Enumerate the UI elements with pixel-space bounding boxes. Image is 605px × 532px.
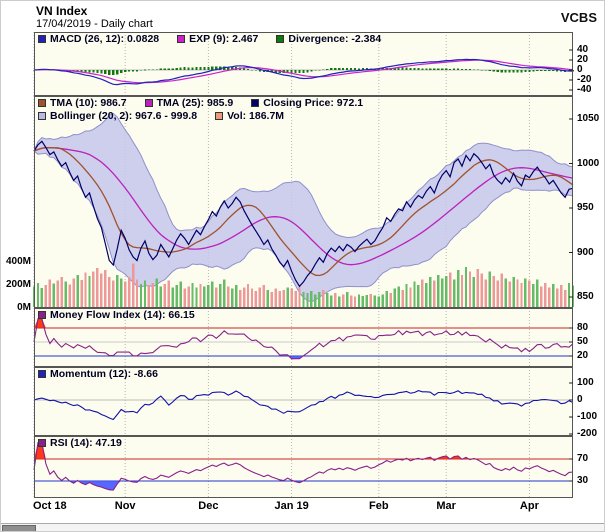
y-axis-label: 100 [577, 377, 594, 388]
mfi-legend-item: Money Flow Index (14): 66.15 [38, 309, 195, 321]
volume-swatch-icon [215, 112, 224, 120]
momentum-plot[interactable] [1, 367, 605, 436]
rsi-legend: RSI (14): 47.19 [38, 437, 122, 449]
price-legend-row2: Bollinger (20, 2): 967.6 - 999.8 Vol: 18… [38, 110, 284, 122]
x-axis-label: Feb [369, 500, 389, 512]
bollinger-label: Bollinger (20, 2): 967.6 - 999.8 [50, 110, 198, 122]
brand-logo: VCBS [560, 10, 597, 25]
y-axis-label: 40 [577, 44, 589, 55]
x-axis-label: Jan 19 [274, 500, 309, 512]
x-axis-label: Apr [519, 500, 539, 512]
exp-swatch-icon [177, 35, 186, 43]
closing-price-swatch-icon [251, 99, 260, 107]
y-axis-label: 0 [577, 394, 583, 405]
y-axis-label: 900 [577, 246, 594, 258]
macd-panel: MACD (26, 12): 0.0828 EXP (9): 2.467 Div… [1, 32, 605, 96]
h-scrollbar[interactable] [1, 523, 604, 531]
scrollbar-thumb[interactable] [2, 525, 36, 531]
closing-price-label: Closing Price: 972.1 [263, 97, 364, 109]
price-plot[interactable] [1, 96, 605, 308]
exp-label: EXP (9): 2.467 [189, 33, 259, 45]
rsi-panel: RSI (14): 47.19 [1, 436, 605, 498]
tma10-legend-item: TMA (10): 986.7 [38, 97, 127, 109]
y-axis-label: 50 [577, 336, 589, 347]
mfi-legend: Money Flow Index (14): 66.15 [38, 309, 195, 321]
momentum-legend-item: Momentum (12): -8.66 [38, 368, 158, 380]
chart-subtitle: 17/04/2019 - Daily chart [36, 18, 153, 30]
volume-axis-label: 200M [5, 279, 31, 290]
momentum-label: Momentum (12): -8.66 [50, 368, 158, 380]
y-axis-label: 1000 [577, 157, 600, 169]
momentum-swatch-icon [38, 370, 46, 378]
rsi-label: RSI (14): 47.19 [50, 437, 122, 449]
volume-label: Vol: 186.7M [227, 110, 285, 122]
y-axis-label: 850 [577, 291, 594, 302]
y-axis-label: 80 [577, 322, 589, 333]
y-axis-label: -40 [577, 84, 592, 95]
mfi-label: Money Flow Index (14): 66.15 [50, 309, 195, 321]
y-axis-label: 30 [577, 475, 589, 486]
x-axis-label: Mar [436, 500, 456, 512]
y-axis-label: 70 [577, 453, 589, 464]
volume-axis-label: 400M [5, 256, 31, 267]
volume-legend-item: Vol: 186.7M [215, 110, 284, 122]
rsi-legend-item: RSI (14): 47.19 [38, 437, 122, 449]
momentum-legend: Momentum (12): -8.66 [38, 368, 158, 380]
volume-axis-label: 0M [17, 302, 31, 313]
tma25-legend-item: TMA (25): 985.9 [144, 97, 234, 109]
x-axis-label: Nov [114, 500, 136, 512]
mfi-plot[interactable] [1, 308, 605, 367]
page-title: VN Index [36, 4, 88, 18]
y-axis-label: -100 [577, 411, 598, 422]
x-axis-label: Oct 18 [33, 500, 67, 512]
x-axis: Oct 18 Nov Dec Jan 19 Feb Mar Apr [1, 500, 604, 516]
y-axis-label: -200 [577, 428, 598, 439]
divergence-legend-item: Divergence: -2.384 [276, 33, 381, 45]
macd-legend-item: MACD (26, 12): 0.0828 [38, 33, 159, 45]
x-axis-label: Dec [198, 500, 219, 512]
tma10-label: TMA (10): 986.7 [50, 97, 127, 109]
divergence-swatch-icon [276, 35, 285, 43]
mfi-panel: Money Flow Index (14): 66.15 [1, 308, 605, 367]
bollinger-legend-item: Bollinger (20, 2): 967.6 - 999.8 [38, 110, 197, 122]
y-axis-label: 0 [577, 64, 583, 75]
macd-label: MACD (26, 12): 0.0828 [50, 33, 160, 45]
tma25-label: TMA (25): 985.9 [156, 97, 234, 109]
momentum-panel: Momentum (12): -8.66 [1, 367, 605, 436]
rsi-plot[interactable] [1, 436, 605, 498]
price-legend-row1: TMA (10): 986.7 TMA (25): 985.9 Closing … [38, 97, 363, 109]
y-axis-label: 1050 [577, 113, 600, 124]
bollinger-swatch-icon [38, 112, 46, 120]
y-axis-label: 20 [577, 350, 589, 361]
rsi-swatch-icon [38, 439, 46, 447]
macd-swatch-icon [38, 35, 46, 43]
macd-legend: MACD (26, 12): 0.0828 EXP (9): 2.467 Div… [38, 33, 381, 45]
mfi-swatch-icon [38, 311, 46, 319]
tma25-swatch-icon [144, 99, 153, 107]
divergence-label: Divergence: -2.384 [288, 33, 382, 45]
macd-plot[interactable] [1, 32, 605, 96]
y-axis-label: -20 [577, 74, 592, 85]
exp-legend-item: EXP (9): 2.467 [177, 33, 258, 45]
y-axis-label: 950 [577, 202, 594, 213]
y-axis-label: 20 [577, 54, 589, 65]
tma10-swatch-icon [38, 99, 46, 107]
price-panel: TMA (10): 986.7 TMA (25): 985.9 Closing … [1, 96, 605, 308]
closing-price-legend-item: Closing Price: 972.1 [251, 97, 363, 109]
